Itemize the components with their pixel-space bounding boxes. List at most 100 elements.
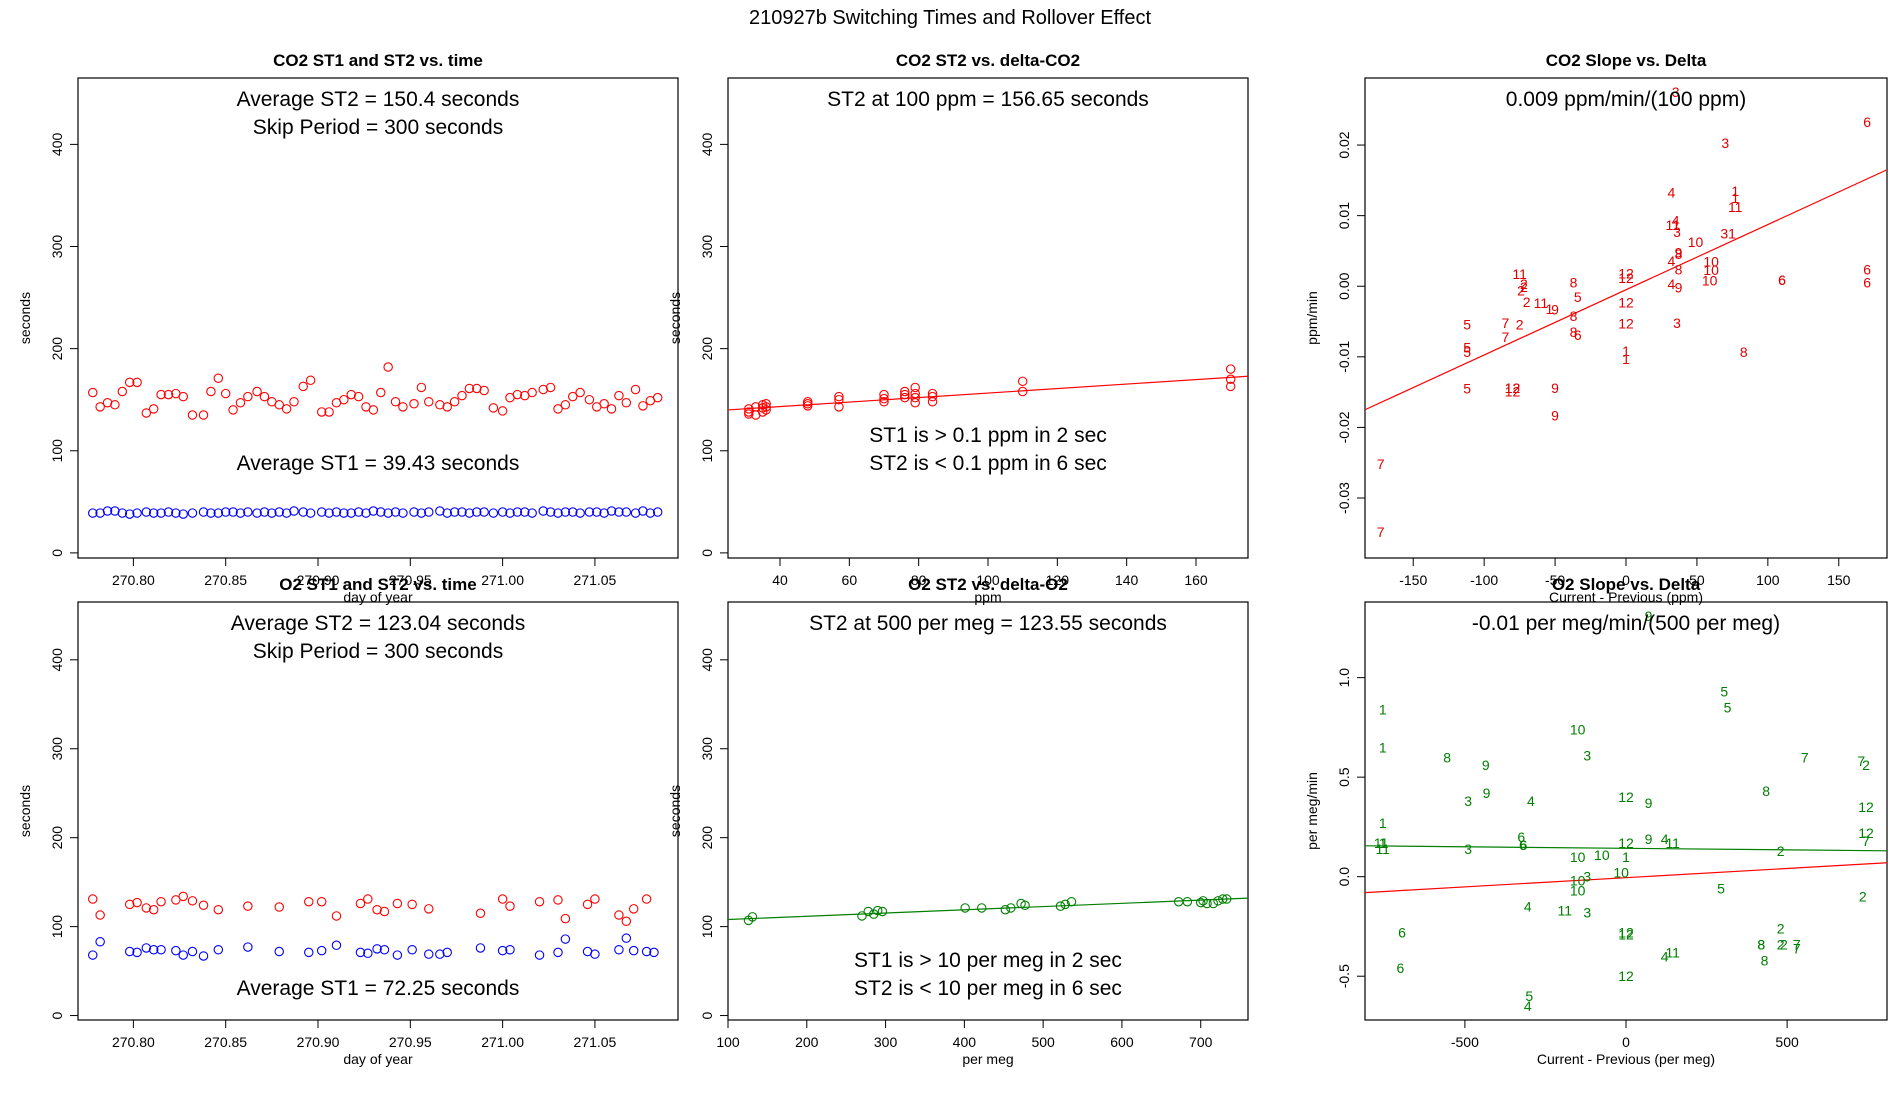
- data-label: 9: [1483, 785, 1491, 801]
- data-point-st1: [376, 507, 386, 517]
- data-point-st2: [252, 386, 262, 397]
- y-axis-label: per meg/min: [1304, 772, 1320, 850]
- data-point-st2: [575, 387, 585, 398]
- data-point-st1: [304, 947, 314, 958]
- data-label: 2: [1516, 316, 1524, 332]
- x-tick-label: 270.90: [297, 572, 340, 588]
- x-tick-label: 271.00: [481, 1034, 524, 1050]
- data-point-st1: [355, 947, 366, 958]
- data-point-st1: [259, 507, 270, 517]
- annotation: ST1 is > 10 per meg in 2 sec: [854, 949, 1122, 972]
- data-point-st1: [124, 509, 135, 519]
- data-point-st1: [206, 508, 216, 518]
- y-tick-label: 300: [49, 235, 65, 259]
- data-label: 4: [1524, 998, 1532, 1014]
- data-point-st1: [88, 508, 98, 518]
- y-tick-label: 100: [49, 439, 65, 463]
- data-point-st1: [398, 508, 408, 518]
- x-tick-label: 271.05: [574, 572, 617, 588]
- data-point-st2: [505, 901, 515, 911]
- data-point-st2: [88, 894, 98, 904]
- data-point-st2: [379, 906, 390, 917]
- data-point-st2: [220, 388, 231, 399]
- data-point-st2: [376, 387, 386, 398]
- plot-frame: [77, 601, 679, 1021]
- y-tick-label: 400: [699, 132, 715, 156]
- data-label: 11: [1728, 199, 1743, 215]
- data-point-st1: [645, 508, 656, 518]
- data-point-st2: [363, 894, 373, 904]
- data-point-st1: [178, 950, 188, 960]
- data-label: 11: [1558, 903, 1573, 919]
- data-point-st2: [228, 405, 238, 415]
- data-point-st2: [976, 903, 987, 913]
- data-point-st1: [198, 951, 209, 961]
- data-point-st1: [488, 508, 499, 518]
- data-point-st2: [435, 400, 445, 410]
- data-point-st1: [442, 947, 452, 958]
- data-point-st2: [1060, 899, 1070, 910]
- data-point-st1: [553, 508, 563, 518]
- data-point-st2: [424, 396, 434, 407]
- data-point-st1: [281, 508, 292, 518]
- data-point-st2: [442, 402, 452, 412]
- data-point-st2: [1182, 896, 1193, 907]
- data-point-st1: [346, 508, 356, 518]
- x-tick-label: 160: [1184, 572, 1208, 588]
- data-point-st2: [900, 386, 910, 397]
- data-label: 3: [1464, 841, 1472, 857]
- o2-slope-vs-delta-panel: O2 Slope vs. Delta-500 0 500-0.50.00.51.0C…: [1304, 575, 1888, 1067]
- data-label: 10: [1570, 883, 1586, 899]
- x-tick-label: 270.90: [297, 1034, 340, 1050]
- data-label: 1: [1731, 190, 1739, 206]
- annotation: Average ST2 = 150.4 seconds: [237, 88, 520, 111]
- data-label: 12: [1618, 270, 1634, 286]
- y-tick-label: 0.00: [1336, 272, 1352, 299]
- data-point-st2: [1055, 901, 1066, 911]
- y-axis-label: seconds: [17, 292, 33, 344]
- data-point-st2: [117, 386, 128, 397]
- data-label: 5: [1717, 881, 1725, 897]
- chart-title: CO2 Slope vs. Delta: [1546, 51, 1707, 70]
- data-label: 8: [1443, 749, 1451, 765]
- data-point-st2: [1202, 898, 1212, 909]
- data-point-st2: [316, 407, 327, 417]
- data-label: 8: [1570, 275, 1578, 291]
- data-point-st2: [449, 396, 460, 407]
- data-point-st2: [744, 404, 754, 414]
- x-tick-label: -500: [1451, 1034, 1479, 1050]
- data-label: 7: [1862, 833, 1870, 849]
- data-point-st2: [424, 904, 434, 914]
- data-label: 9: [1551, 302, 1559, 318]
- data-label: 12: [1618, 294, 1634, 310]
- data-point-st1: [141, 943, 152, 953]
- data-point-st1: [305, 508, 316, 518]
- data-point-st2: [274, 902, 284, 912]
- y-tick-label: 400: [49, 132, 65, 156]
- y-axis-label: ppm/min: [1304, 291, 1320, 345]
- data-point-st1: [628, 945, 639, 956]
- data-point-st2: [560, 400, 571, 410]
- x-axis-label: per meg: [962, 1051, 1013, 1067]
- data-label: 5: [1720, 684, 1728, 700]
- data-point-st1: [132, 508, 142, 518]
- data-point-st1: [316, 507, 327, 517]
- data-label: 4: [1524, 899, 1532, 915]
- data-point-st1: [156, 944, 166, 955]
- data-point-st2: [390, 396, 401, 407]
- data-point-st2: [416, 382, 427, 393]
- data-point-st2: [621, 398, 632, 408]
- data-point-st1: [339, 508, 349, 518]
- data-point-st1: [472, 507, 482, 517]
- data-label: 10: [1613, 865, 1629, 881]
- data-label: 10: [1570, 849, 1586, 865]
- x-tick-label: 150: [1827, 572, 1851, 588]
- data-point-st1: [187, 508, 198, 518]
- data-point-st1: [560, 507, 571, 517]
- x-tick-label: 500: [1031, 1034, 1055, 1050]
- data-point-st2: [761, 405, 771, 415]
- data-point-st2: [407, 899, 417, 910]
- data-label: 10: [1570, 873, 1586, 889]
